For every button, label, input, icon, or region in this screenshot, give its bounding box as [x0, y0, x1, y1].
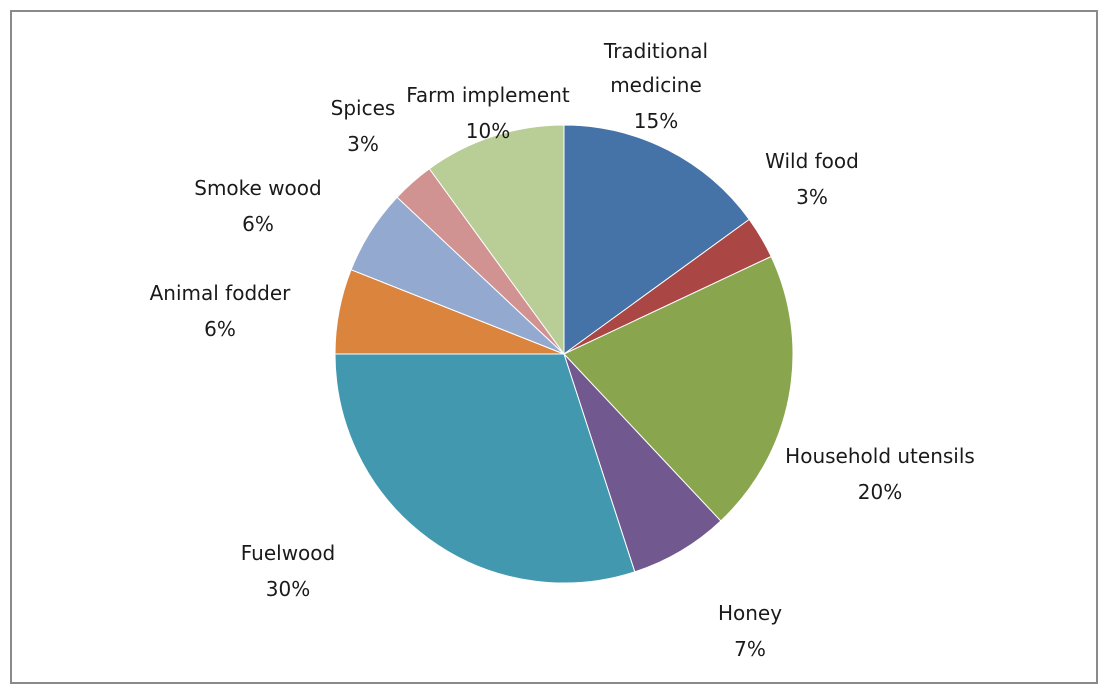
pie-label-value: 10%: [466, 119, 510, 143]
pie-label-value: 3%: [796, 185, 828, 209]
pie-label-category: Smoke wood: [194, 176, 321, 200]
pie-labels: Traditional medicine 15% Wild food 3% Househo…: [150, 39, 975, 661]
pie-label-category: Honey: [718, 601, 782, 625]
pie-slice-farm-implement: [428, 124, 565, 356]
pie-label-category: Household utensils: [785, 444, 975, 468]
pie-label-household-utensils: Household utensils 20%: [785, 444, 975, 504]
pie-label-category: medicine: [610, 73, 702, 97]
pie-slices: [334, 124, 794, 584]
pie-label-category: Traditional: [603, 39, 708, 63]
pie-label-category: Wild food: [765, 149, 859, 173]
pie-label-category: Fuelwood: [241, 541, 335, 565]
pie-label-value: 3%: [347, 132, 379, 156]
pie-label-animal-fodder: Animal fodder 6%: [150, 281, 292, 341]
pie-label-honey: Honey 7%: [718, 601, 782, 661]
pie-slice-household-utensils: [563, 255, 794, 522]
pie-label-spices: Spices 3%: [331, 96, 396, 156]
pie-label-smoke-wood: Smoke wood 6%: [194, 176, 321, 236]
pie-label-value: 15%: [634, 109, 678, 133]
pie-label-category: Farm implement: [406, 83, 570, 107]
pie-label-value: 7%: [734, 637, 766, 661]
pie-label-wild-food: Wild food 3%: [765, 149, 859, 209]
pie-label-category: Spices: [331, 96, 396, 120]
pie-label-category: Animal fodder: [150, 281, 292, 305]
pie-slice-traditional-medicine: [563, 124, 750, 355]
pie-label-traditional-medicine: Traditional medicine 15%: [603, 39, 708, 133]
pie-slice-fuelwood: [334, 353, 636, 584]
pie-label-farm-implement: Farm implement 10%: [406, 83, 570, 143]
pie-label-fuelwood: Fuelwood 30%: [241, 541, 335, 601]
pie-label-value: 6%: [204, 317, 236, 341]
pie-label-value: 20%: [858, 480, 902, 504]
pie-label-value: 30%: [266, 577, 310, 601]
pie-label-value: 6%: [242, 212, 274, 236]
